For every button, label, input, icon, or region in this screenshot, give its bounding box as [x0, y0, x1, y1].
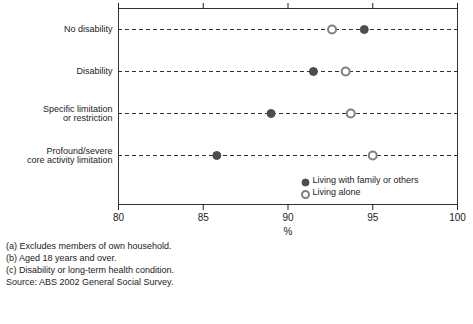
svg-text:Profound/severecore activity l: Profound/severecore activity limitation — [27, 146, 113, 165]
svg-text:90: 90 — [282, 212, 294, 223]
svg-text:80: 80 — [113, 212, 125, 223]
svg-text:Living alone: Living alone — [313, 187, 361, 197]
svg-text:%: % — [284, 226, 293, 237]
svg-text:No disability: No disability — [64, 24, 113, 34]
svg-text:Living with family or others: Living with family or others — [313, 175, 420, 185]
html-text:Source: ABS 2002 General Socia: Source: ABS 2002 General Social Survey. — [6, 277, 174, 287]
html-text:(c) Disability or long-term he: (c) Disability or long-term health condi… — [6, 265, 175, 275]
svg-text:Specific limitationor restrict: Specific limitationor restriction — [43, 104, 113, 123]
svg-text:Disability: Disability — [76, 66, 113, 76]
html-text:(a) Excludes members of own ho: (a) Excludes members of own household. — [6, 241, 172, 251]
svg-text:100: 100 — [449, 212, 466, 223]
html-text:(b) Aged 18 years and over.: (b) Aged 18 years and over. — [6, 253, 117, 263]
svg-text:85: 85 — [198, 212, 210, 223]
svg-text:95: 95 — [367, 212, 379, 223]
